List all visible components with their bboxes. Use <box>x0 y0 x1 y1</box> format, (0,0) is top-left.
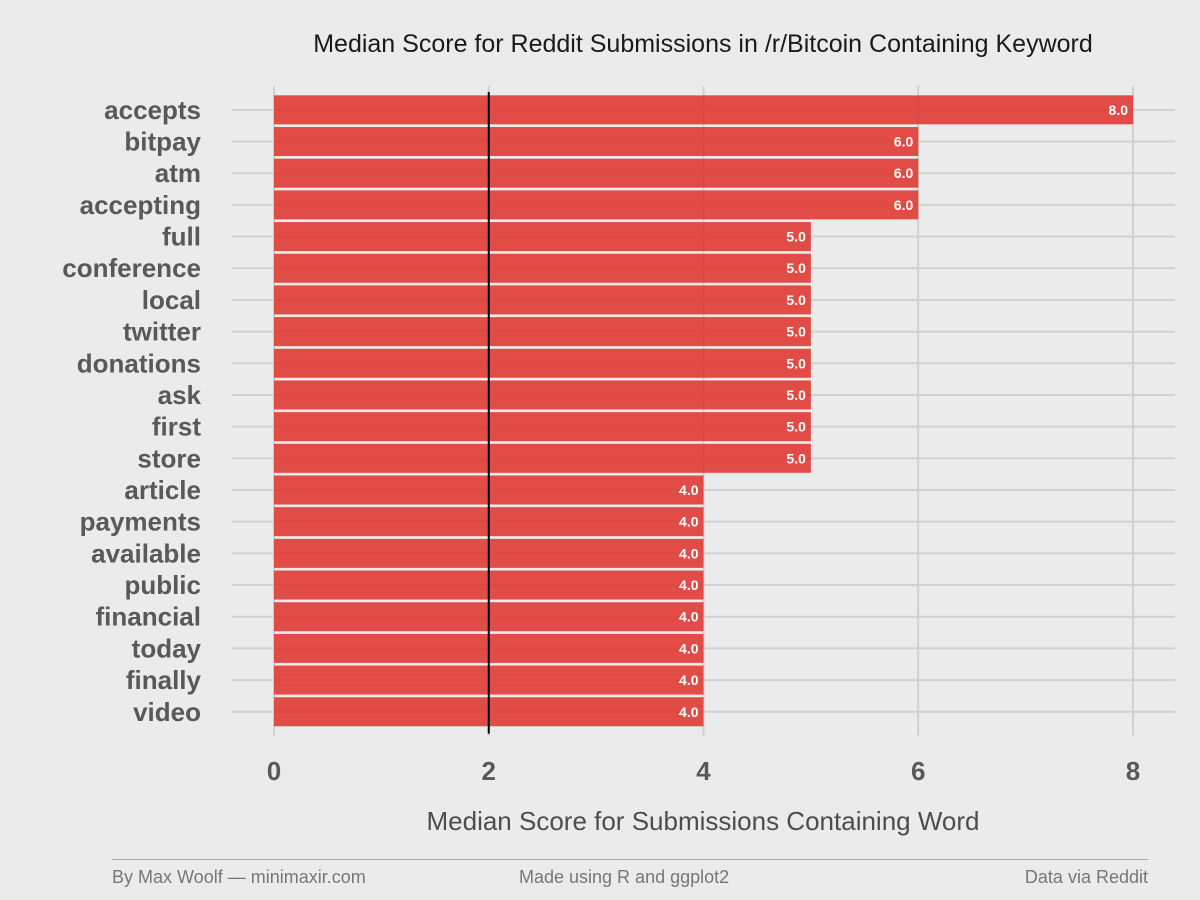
category-label: today <box>132 633 202 663</box>
footer-tools: Made using R and ggplot2 <box>519 867 730 887</box>
bar-value-label: 4.0 <box>679 577 699 593</box>
bar-value-label: 5.0 <box>786 355 806 371</box>
category-label: donations <box>77 348 201 378</box>
bar-value-label: 4.0 <box>679 640 699 656</box>
bar <box>274 222 811 252</box>
category-label: bitpay <box>124 127 201 157</box>
bar-value-label: 4.0 <box>679 482 699 498</box>
bar <box>274 95 1133 125</box>
x-tick-label: 6 <box>911 756 925 786</box>
category-labels: acceptsbitpayatmacceptingfullconferencel… <box>62 95 201 727</box>
bar <box>274 443 811 473</box>
x-tick-label: 2 <box>482 756 496 786</box>
category-label: accepting <box>80 190 201 220</box>
bar <box>274 380 811 410</box>
bar-value-label: 8.0 <box>1109 102 1129 118</box>
bar-value-label: 5.0 <box>786 324 806 340</box>
category-label: video <box>133 697 201 727</box>
bar <box>274 158 919 188</box>
bar-value-label: 4.0 <box>679 545 699 561</box>
footer-credit: By Max Woolf — minimaxir.com <box>112 867 366 887</box>
category-label: first <box>152 412 201 442</box>
x-axis-title: Median Score for Submissions Containing … <box>426 806 979 836</box>
x-tick-label: 0 <box>267 756 281 786</box>
bar <box>274 127 919 157</box>
category-label: ask <box>158 380 202 410</box>
bar-chart: Median Score for Reddit Submissions in /… <box>62 30 1175 836</box>
category-label: local <box>142 285 201 315</box>
category-label: available <box>91 538 201 568</box>
bar <box>274 412 811 442</box>
category-label: public <box>124 570 201 600</box>
bar-value-label: 5.0 <box>786 229 806 245</box>
category-label: conference <box>62 253 201 283</box>
category-label: payments <box>80 507 201 537</box>
bar-value-label: 4.0 <box>679 704 699 720</box>
category-label: finally <box>126 665 202 695</box>
bar-value-label: 5.0 <box>786 260 806 276</box>
bar-value-label: 4.0 <box>679 672 699 688</box>
footer: By Max Woolf — minimaxir.com Made using … <box>112 859 1148 896</box>
bar-value-label: 5.0 <box>786 387 806 403</box>
category-label: financial <box>96 602 201 632</box>
bar <box>274 253 811 283</box>
category-label: full <box>162 222 201 252</box>
category-label: article <box>124 475 201 505</box>
bar-value-label: 4.0 <box>679 514 699 530</box>
bar <box>274 190 919 220</box>
category-label: store <box>137 443 201 473</box>
bar-value-label: 6.0 <box>894 134 914 150</box>
footer-source: Data via Reddit <box>1024 867 1148 887</box>
bar-value-label: 6.0 <box>894 165 914 181</box>
bar-value-label: 5.0 <box>786 450 806 466</box>
chart-title: Median Score for Reddit Submissions in /… <box>313 30 1093 58</box>
bar <box>274 285 811 315</box>
bar-value-label: 6.0 <box>894 197 914 213</box>
bar <box>274 348 811 378</box>
bar-value-label: 5.0 <box>786 292 806 308</box>
category-label: accepts <box>104 95 201 125</box>
x-tick-label: 8 <box>1126 756 1140 786</box>
category-label: atm <box>155 158 201 188</box>
category-label: twitter <box>123 317 201 347</box>
x-tick-label: 4 <box>696 756 711 786</box>
x-axis-ticks: 0 2 4 6 8 <box>267 756 1140 786</box>
bar-value-label: 4.0 <box>679 609 699 625</box>
bar-value-label: 5.0 <box>786 419 806 435</box>
bar <box>274 317 811 347</box>
